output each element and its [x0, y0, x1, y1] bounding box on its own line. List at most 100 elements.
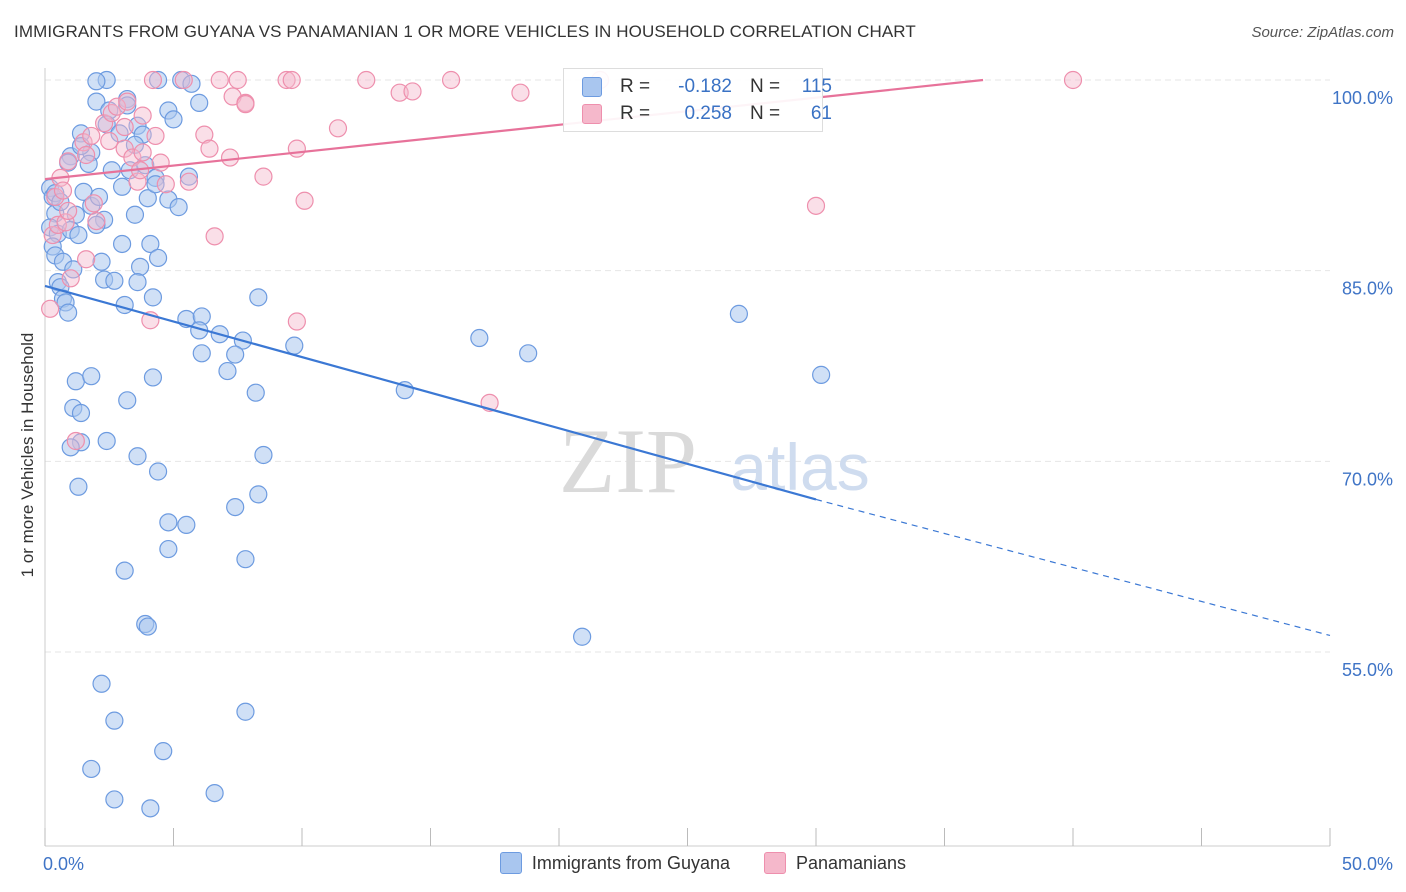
r-label: R = [620, 76, 651, 97]
panamanians-point [236, 95, 255, 114]
guyana-point [236, 550, 255, 569]
panamanians-point [328, 119, 348, 138]
panamanians-point [228, 70, 247, 90]
panamanians-trend-line [44, 78, 984, 181]
panamanians-point [277, 70, 296, 90]
y-tick-label: 85.0% [1342, 279, 1393, 299]
panamanians-point [295, 191, 314, 210]
guyana-point [87, 215, 106, 235]
guyana-point [190, 93, 209, 112]
panamanians-point [128, 172, 147, 191]
panamanians-point [205, 227, 224, 246]
panamanians-point [59, 152, 78, 171]
guyana-point [92, 252, 111, 271]
panamanians-point [195, 125, 214, 144]
n-label: N = [750, 76, 781, 97]
panamanians-point [511, 83, 530, 102]
x-tick-label: 0.0% [43, 854, 84, 874]
guyana-point [470, 328, 489, 348]
panamanians-point [43, 225, 62, 245]
panamanians-point [107, 97, 127, 116]
panamanians-point [282, 70, 301, 90]
guyana-point [141, 234, 160, 254]
guyana-point [105, 711, 124, 730]
guyana-point [159, 539, 178, 559]
correlation-legend: R = -0.182 N = 115 R = 0.258 N = 61 [563, 68, 832, 132]
series-panamanians-points [41, 70, 1083, 451]
series-legend: Immigrants from Guyana Panamanians [0, 852, 1406, 874]
guyana-point [519, 344, 538, 363]
trend-lines [44, 78, 1331, 637]
guyana-point [179, 167, 199, 186]
panamanians-point [146, 126, 165, 146]
r-label: R = [620, 103, 651, 124]
legend-swatch-panamanians [763, 852, 786, 874]
panamanians-point [143, 70, 163, 90]
r-value: 0.258 [684, 103, 732, 124]
panamanians-point [133, 143, 152, 162]
guyana-point [97, 431, 116, 451]
guyana-point [148, 462, 168, 481]
guyana-point [192, 344, 211, 363]
guyana-point [112, 234, 132, 254]
r-value: -0.182 [678, 76, 732, 97]
guyana-point [164, 110, 183, 129]
guyana-point [169, 198, 188, 217]
panamanians-point [287, 139, 306, 158]
guyana-trend-extension [815, 498, 1331, 637]
guyana-point [154, 742, 173, 761]
guyana-point [218, 361, 237, 381]
chart-title: IMMIGRANTS FROM GUYANA VS PANAMANIAN 1 O… [14, 22, 916, 41]
guyana-point [138, 189, 157, 208]
panamanians-point [156, 175, 175, 194]
panamanians-point [100, 131, 119, 151]
guyana-point [82, 759, 101, 779]
panamanians-point [806, 196, 826, 215]
guyana-point [82, 367, 101, 386]
panamanians-point [1063, 70, 1083, 90]
guyana-point [226, 497, 245, 517]
guyana-point [148, 248, 168, 268]
guyana-point [246, 383, 265, 402]
guyana-point [148, 70, 168, 90]
legend-item-panamanians[interactable]: Panamanians [763, 852, 907, 874]
guyana-point [118, 391, 137, 410]
guyana-point [105, 790, 124, 809]
panamanians-point [403, 82, 422, 101]
n-label: N = [750, 103, 781, 124]
guyana-point [128, 273, 147, 292]
guyana-point [138, 617, 157, 636]
correlation-row-guyana: R = -0.182 N = 115 [582, 73, 832, 101]
panamanians-point [200, 139, 219, 158]
guyana-point [249, 288, 268, 307]
guyana-point [66, 372, 85, 391]
panamanians-point [66, 431, 85, 451]
panamanians-point [84, 194, 103, 213]
guyana-point [71, 403, 91, 423]
correlation-row-panamanians: R = 0.258 N = 61 [582, 100, 832, 128]
guyana-point [102, 161, 121, 180]
n-value: 61 [810, 103, 832, 124]
y-tick-label: 70.0% [1342, 469, 1393, 489]
legend-item-guyana[interactable]: Immigrants from Guyana [499, 852, 730, 874]
guyana-point [143, 288, 163, 307]
panamanians-point [179, 172, 199, 191]
panamanians-point [174, 70, 193, 90]
watermark-atlas: atlas [730, 430, 869, 504]
panamanians-point [95, 114, 114, 133]
panamanians-point [77, 145, 96, 165]
guyana-point [112, 177, 132, 196]
legend-swatch-guyana [499, 852, 522, 874]
y-tick-label: 55.0% [1342, 660, 1393, 680]
panamanians-point [254, 167, 273, 186]
panamanians-point [61, 269, 80, 288]
guyana-point [69, 477, 88, 496]
panamanians-point [220, 148, 240, 167]
guyana-point [69, 225, 88, 245]
panamanians-point [210, 70, 229, 90]
guyana-point [285, 336, 304, 355]
guyana-point [226, 345, 245, 364]
panamanians-point [53, 181, 73, 200]
legend-label-panamanians: Panamanians [795, 852, 907, 873]
